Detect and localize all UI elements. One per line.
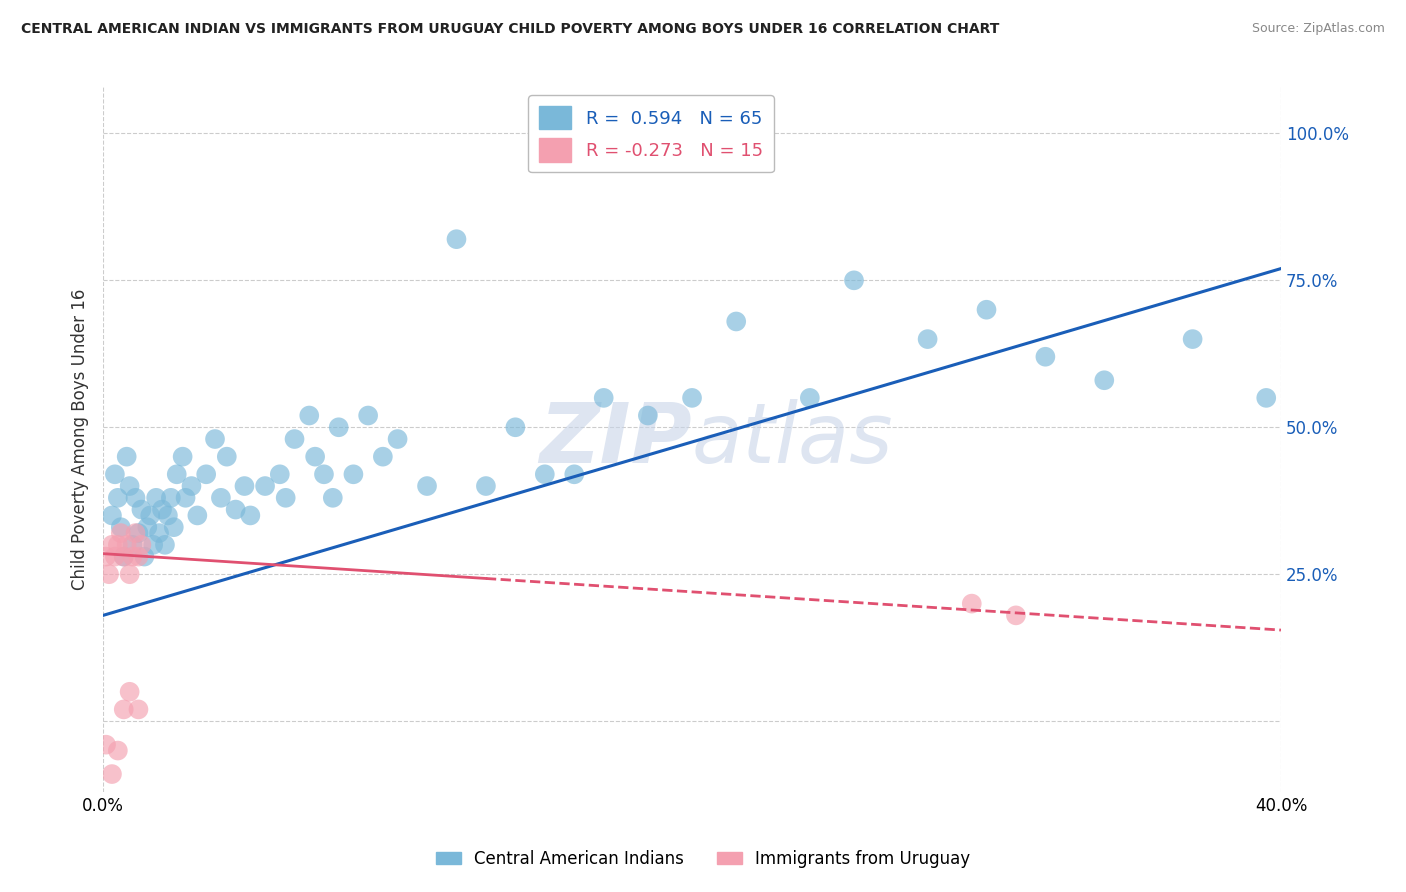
Point — [104, 467, 127, 482]
Point — [160, 491, 183, 505]
Point — [304, 450, 326, 464]
Point — [163, 520, 186, 534]
Point — [976, 302, 998, 317]
Point — [118, 567, 141, 582]
Point — [637, 409, 659, 423]
Point — [134, 549, 156, 564]
Point — [101, 538, 124, 552]
Point — [174, 491, 197, 505]
Point — [166, 467, 188, 482]
Point — [225, 502, 247, 516]
Text: ZIP: ZIP — [540, 399, 692, 480]
Point — [94, 738, 117, 752]
Point — [110, 526, 132, 541]
Point — [1256, 391, 1278, 405]
Point — [112, 702, 135, 716]
Point — [101, 767, 124, 781]
Point — [298, 409, 321, 423]
Point — [107, 743, 129, 757]
Point — [505, 420, 527, 434]
Point — [145, 491, 167, 505]
Point — [357, 409, 380, 423]
Point — [115, 538, 138, 552]
Point — [118, 479, 141, 493]
Point — [180, 479, 202, 493]
Point — [239, 508, 262, 523]
Point — [127, 549, 149, 564]
Point — [195, 467, 218, 482]
Point — [107, 538, 129, 552]
Point — [148, 526, 170, 541]
Point — [110, 520, 132, 534]
Point — [150, 502, 173, 516]
Point — [172, 450, 194, 464]
Text: CENTRAL AMERICAN INDIAN VS IMMIGRANTS FROM URUGUAY CHILD POVERTY AMONG BOYS UNDE: CENTRAL AMERICAN INDIAN VS IMMIGRANTS FR… — [21, 22, 1000, 37]
Point — [121, 538, 143, 552]
Point — [127, 702, 149, 716]
Point — [842, 273, 865, 287]
Point — [121, 549, 143, 564]
Legend: Central American Indians, Immigrants from Uruguay: Central American Indians, Immigrants fro… — [429, 844, 977, 875]
Y-axis label: Child Poverty Among Boys Under 16: Child Poverty Among Boys Under 16 — [72, 288, 89, 590]
Point — [112, 549, 135, 564]
Point — [127, 526, 149, 541]
Point — [1035, 350, 1057, 364]
Point — [115, 450, 138, 464]
Point — [592, 391, 614, 405]
Point — [960, 597, 983, 611]
Point — [328, 420, 350, 434]
Point — [94, 549, 117, 564]
Point — [98, 567, 121, 582]
Point — [1181, 332, 1204, 346]
Point — [1092, 373, 1115, 387]
Point — [153, 538, 176, 552]
Point — [322, 491, 344, 505]
Point — [917, 332, 939, 346]
Point — [204, 432, 226, 446]
Point — [446, 232, 468, 246]
Point — [387, 432, 409, 446]
Point — [283, 432, 305, 446]
Point — [124, 491, 146, 505]
Point — [112, 549, 135, 564]
Text: Source: ZipAtlas.com: Source: ZipAtlas.com — [1251, 22, 1385, 36]
Point — [142, 538, 165, 552]
Point — [533, 467, 555, 482]
Legend: R =  0.594   N = 65, R = -0.273   N = 15: R = 0.594 N = 65, R = -0.273 N = 15 — [527, 95, 773, 172]
Point — [416, 479, 439, 493]
Point — [186, 508, 208, 523]
Point — [725, 314, 748, 328]
Point — [1005, 608, 1028, 623]
Point — [562, 467, 585, 482]
Point — [342, 467, 364, 482]
Point — [101, 508, 124, 523]
Point — [799, 391, 821, 405]
Point — [475, 479, 498, 493]
Point — [274, 491, 297, 505]
Point — [371, 450, 394, 464]
Point — [104, 549, 127, 564]
Text: atlas: atlas — [692, 399, 894, 480]
Point — [131, 538, 153, 552]
Point — [131, 502, 153, 516]
Point — [269, 467, 291, 482]
Point — [124, 526, 146, 541]
Point — [312, 467, 335, 482]
Point — [118, 685, 141, 699]
Point — [136, 520, 159, 534]
Point — [254, 479, 277, 493]
Point — [215, 450, 238, 464]
Point — [233, 479, 256, 493]
Point — [156, 508, 179, 523]
Point — [209, 491, 232, 505]
Point — [139, 508, 162, 523]
Point — [681, 391, 703, 405]
Point — [107, 491, 129, 505]
